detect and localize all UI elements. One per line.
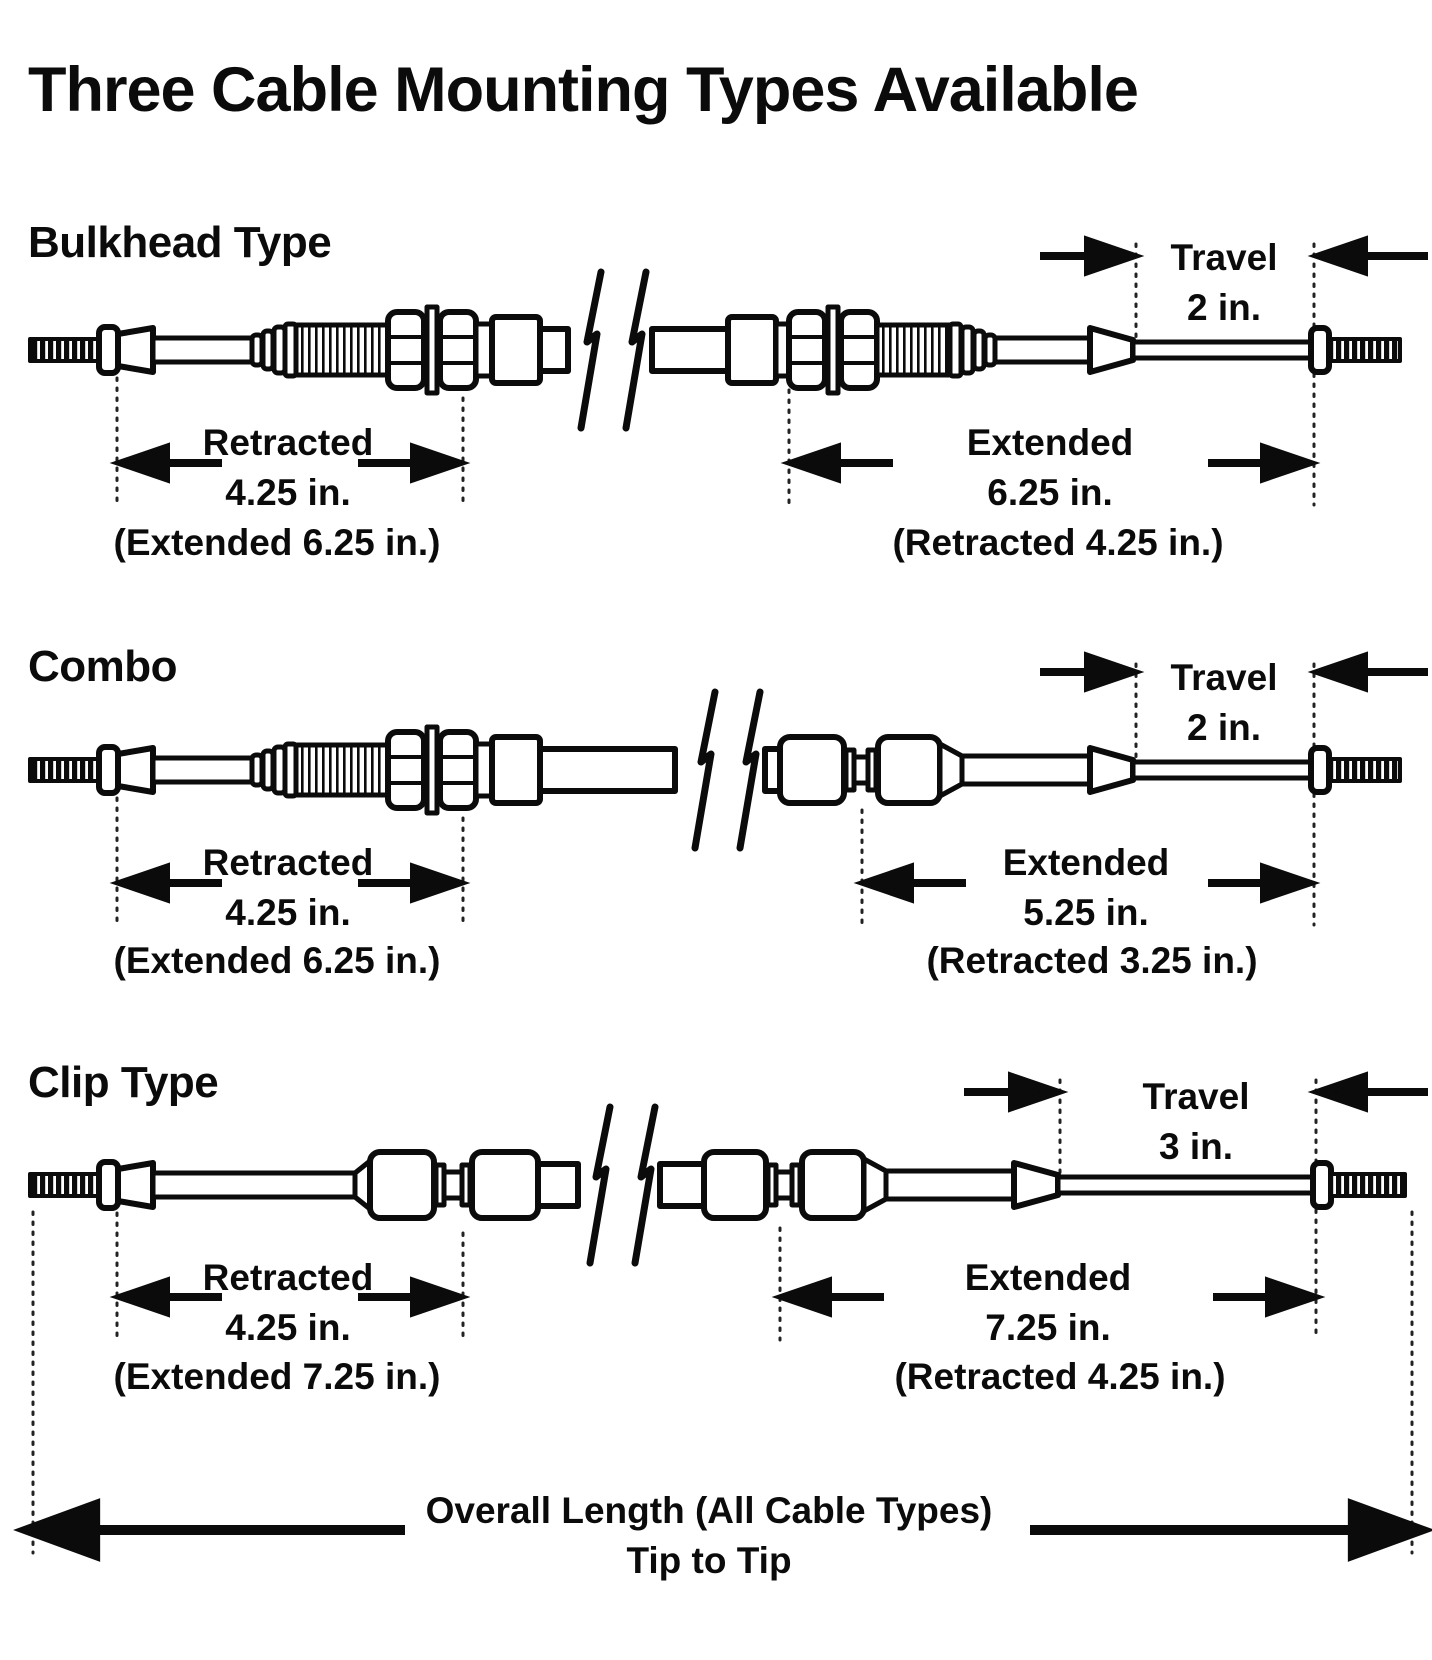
cone-fitting — [1087, 325, 1136, 375]
travel-rod — [1055, 1174, 1319, 1196]
cone-fitting — [1087, 745, 1136, 795]
combo-retracted-arrows — [122, 868, 458, 898]
dim-line1: Retracted — [202, 422, 374, 463]
cable-housing — [649, 326, 731, 374]
clip-fitting-right — [777, 734, 965, 806]
hex-nut — [385, 729, 427, 811]
dim-line2: 7.25 in. — [985, 1307, 1111, 1348]
bulkhead-cable-drawing — [28, 268, 1402, 432]
hex-nut — [786, 309, 828, 391]
retracted-dimension-label: Retracted 4.25 in. — [203, 838, 374, 938]
threaded-rod-tip-left — [28, 324, 156, 376]
alternate-dimension-note: (Extended 7.25 in.) — [113, 1356, 441, 1397]
page-title: Three Cable Mounting Types Available — [28, 55, 1139, 125]
dim-line2: 4.25 in. — [225, 892, 351, 933]
cable-housing — [657, 1161, 707, 1209]
dimension-arrows — [34, 241, 1428, 1552]
dim-line2: 5.25 in. — [1023, 892, 1149, 933]
travel-label: Travel 3 in. — [1143, 1072, 1250, 1172]
threaded-rod-tip-right — [1327, 757, 1402, 783]
hex-nut — [385, 309, 427, 391]
break-symbol — [691, 688, 764, 852]
overall-line2: Tip to Tip — [626, 1540, 792, 1581]
bulkhead-retracted-arrows — [122, 448, 458, 478]
washer — [424, 304, 440, 396]
overall-length-label: Overall Length (All Cable Types) Tip to … — [426, 1486, 993, 1586]
jam-nut — [1308, 745, 1332, 795]
cone-fitting — [115, 325, 156, 375]
cable-housing — [537, 326, 571, 374]
retracted-dimension-label: Retracted 4.25 in. — [203, 1253, 374, 1353]
travel-line2: 2 in. — [1186, 707, 1262, 748]
cone-fitting — [115, 745, 156, 795]
break-symbol — [586, 1103, 659, 1267]
section-heading-bulkhead: Bulkhead Type — [28, 218, 332, 267]
threaded-rod-tip-left — [28, 744, 156, 796]
jam-nut — [1310, 1160, 1334, 1210]
washer — [424, 724, 440, 816]
dim-line1: Extended — [1002, 842, 1170, 883]
alternate-dimension-note: (Extended 6.25 in.) — [113, 522, 441, 563]
travel-line1: Travel — [1170, 237, 1278, 278]
section-heading-clip: Clip Type — [28, 1058, 219, 1107]
washer — [825, 304, 841, 396]
hex-nut — [437, 729, 479, 811]
alternate-dimension-note: (Extended 6.25 in.) — [113, 940, 441, 981]
dim-line1: Extended — [964, 1257, 1132, 1298]
alternate-dimension-note: (Retracted 4.25 in.) — [892, 522, 1224, 563]
overall-line1: Overall Length (All Cable Types) — [425, 1490, 993, 1531]
dim-line1: Retracted — [202, 1257, 374, 1298]
dim-line2: 6.25 in. — [987, 472, 1113, 513]
cone-fitting — [1011, 1160, 1061, 1210]
threaded-rod-tip-right — [1329, 1172, 1407, 1198]
retracted-dimension-label: Retracted 4.25 in. — [203, 418, 374, 518]
clip-groove — [441, 1169, 465, 1201]
section-heading-combo: Combo — [28, 642, 178, 691]
jam-nut — [1308, 325, 1332, 375]
clip-fitting-right — [701, 1149, 889, 1221]
combo-extended-arrows — [866, 868, 1308, 898]
travel-line1: Travel — [1142, 1076, 1250, 1117]
travel-line2: 3 in. — [1158, 1126, 1234, 1167]
break-symbol — [577, 268, 650, 432]
travel-label: Travel 2 in. — [1171, 233, 1278, 333]
bulkhead-extended-arrows — [793, 448, 1308, 478]
travel-label: Travel 2 in. — [1171, 653, 1278, 753]
dim-line2: 4.25 in. — [225, 472, 351, 513]
hex-nut — [437, 309, 479, 391]
travel-line1: Travel — [1170, 657, 1278, 698]
combo-travel-arrows — [1040, 657, 1428, 687]
overall-length-arrows — [34, 1508, 1414, 1552]
dim-line2: 4.25 in. — [225, 1307, 351, 1348]
threaded-rod-tip-left — [28, 1159, 156, 1211]
threaded-rod-tip-right — [1327, 337, 1402, 363]
clip-extended-arrows — [784, 1282, 1313, 1312]
travel-rod — [1130, 339, 1316, 361]
clip-fitting-left — [352, 1149, 541, 1221]
bulkhead-fitting-right — [725, 304, 998, 396]
extended-dimension-label: Extended 7.25 in. — [965, 1253, 1132, 1353]
cone-fitting — [115, 1160, 156, 1210]
alternate-dimension-note: (Retracted 4.25 in.) — [894, 1356, 1226, 1397]
travel-rod — [1130, 759, 1316, 781]
dim-line1: Retracted — [202, 842, 374, 883]
combo-cable-drawing — [28, 688, 1402, 852]
clip-retracted-arrows — [122, 1282, 458, 1312]
dim-line1: Extended — [966, 422, 1134, 463]
hex-nut — [838, 309, 880, 391]
alternate-dimension-note: (Retracted 3.25 in.) — [926, 940, 1258, 981]
extended-dimension-label: Extended 5.25 in. — [1003, 838, 1170, 938]
clip-travel-arrows — [964, 1077, 1428, 1107]
clip-cable-drawing — [28, 1103, 1407, 1267]
cable-housing — [537, 746, 678, 794]
bulkhead-travel-arrows — [1040, 241, 1428, 271]
extended-dimension-label: Extended 6.25 in. — [967, 418, 1134, 518]
travel-line2: 2 in. — [1186, 287, 1262, 328]
bulkhead-fitting-left — [249, 724, 543, 816]
bulkhead-fitting-left — [249, 304, 543, 396]
cable-housing — [535, 1161, 581, 1209]
